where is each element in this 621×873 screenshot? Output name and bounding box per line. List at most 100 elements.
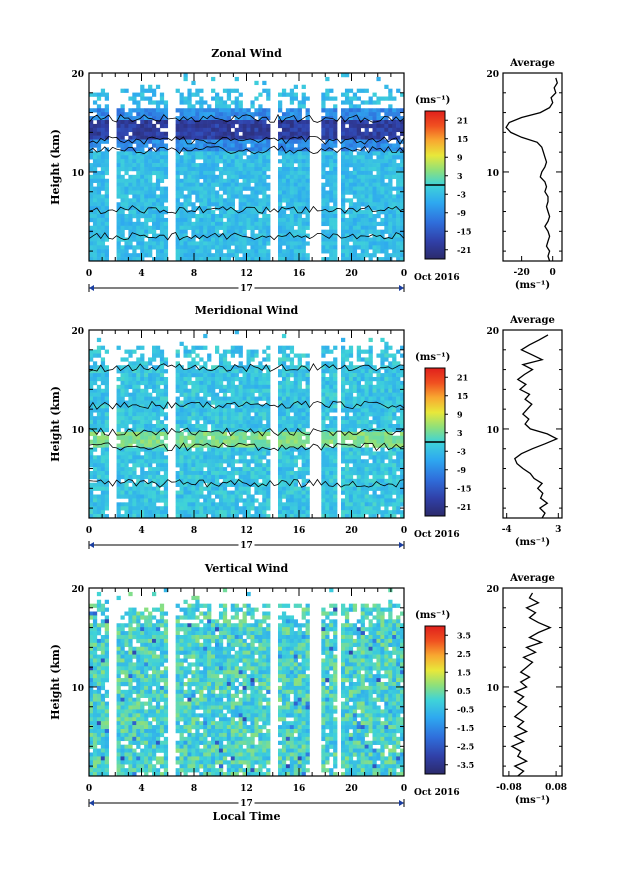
heatmap-cell	[100, 431, 106, 437]
heatmap-cell	[230, 178, 235, 183]
heatmap-cell	[120, 190, 125, 195]
heatmap-cell	[285, 392, 291, 397]
heatmap-cell	[179, 257, 184, 262]
heatmap-cell	[128, 198, 133, 203]
heatmap-cell	[226, 245, 232, 250]
heatmap-cell	[285, 427, 291, 433]
heatmap-cell	[329, 467, 334, 472]
heatmap-cell	[341, 202, 346, 207]
heatmap-cell	[144, 210, 149, 215]
heatmap-cell	[258, 455, 263, 460]
heatmap-cell	[195, 245, 200, 250]
heatmap-cell	[222, 190, 228, 195]
heatmap-cell	[250, 471, 255, 476]
heatmap-cell	[242, 135, 247, 140]
heatmap-cell	[234, 447, 239, 452]
heatmap-cell	[159, 112, 165, 117]
heatmap-cell	[100, 123, 106, 129]
heatmap-cell	[262, 202, 267, 207]
heatmap-cell	[329, 245, 334, 250]
heatmap-cell	[384, 174, 389, 180]
heatmap-cell	[234, 424, 239, 429]
heatmap-cell	[329, 478, 334, 484]
heatmap-cell	[218, 210, 224, 215]
heatmap-cell	[124, 467, 129, 472]
heatmap-cell	[132, 253, 137, 258]
date-label: Oct 2016	[414, 273, 460, 283]
heatmap-cell	[380, 467, 385, 472]
heatmap-cell	[372, 377, 377, 382]
heatmap-cell	[325, 392, 330, 397]
heatmap-cell	[191, 451, 196, 456]
heatmap-cell	[159, 206, 165, 211]
heatmap-cell	[285, 408, 291, 413]
heatmap-cell	[120, 143, 125, 148]
heatmap-cell	[199, 455, 204, 460]
heatmap-cell	[341, 459, 346, 464]
heatmap-cell	[211, 380, 216, 386]
heatmap-cell	[344, 167, 350, 172]
heatmap-cell	[116, 384, 121, 390]
heatmap-cell	[175, 217, 180, 223]
heatmap-cell	[376, 353, 381, 358]
heatmap-cell	[333, 167, 338, 172]
heatmap-cell	[368, 178, 373, 183]
heatmap-cell	[305, 210, 310, 215]
profile-line	[505, 77, 559, 262]
heatmap-cell	[348, 104, 354, 109]
heatmap-cell	[100, 408, 106, 413]
heatmap-cell	[163, 253, 169, 258]
heatmap-cell	[352, 202, 358, 207]
heatmap-cell	[195, 443, 200, 448]
heatmap-cell	[392, 123, 397, 129]
heatmap-cell	[388, 478, 393, 484]
heatmap-cell	[187, 369, 192, 374]
heatmap-cell	[218, 139, 224, 144]
heatmap-cell	[179, 225, 184, 230]
heatmap-cell	[96, 384, 102, 390]
heatmap-cell	[203, 257, 208, 262]
heatmap-cell	[187, 420, 192, 425]
heatmap-cell	[159, 463, 165, 468]
heatmap-cell	[250, 120, 255, 125]
heatmap-cell	[246, 249, 251, 254]
heatmap-cell	[380, 143, 385, 148]
heatmap-cell	[258, 225, 263, 230]
heatmap-cell	[96, 443, 102, 448]
heatmap-cell	[356, 112, 361, 117]
heatmap-cell	[348, 467, 354, 472]
heatmap-cell	[140, 369, 145, 374]
heatmap-cell	[384, 241, 389, 246]
heatmap-cell	[187, 400, 192, 405]
heatmap-cell	[364, 112, 369, 117]
heatmap-cell	[128, 455, 133, 460]
heatmap-cell	[372, 451, 377, 456]
heatmap-cell	[352, 377, 358, 382]
heatmap-cell	[348, 237, 354, 242]
heatmap-cell	[89, 408, 94, 413]
heatmap-cell	[356, 435, 361, 440]
heatmap-cell	[266, 225, 271, 230]
heatmap-cell	[305, 127, 310, 133]
heatmap-cell	[179, 108, 184, 113]
heatmap-cell	[195, 131, 200, 136]
heatmap-cell	[297, 471, 302, 476]
heatmap-cell	[372, 431, 377, 437]
heatmap-cell	[222, 167, 228, 172]
heatmap-cell	[258, 241, 263, 246]
heatmap-cell	[234, 400, 239, 405]
heatmap-cell	[132, 233, 137, 238]
heatmap-cell	[144, 471, 149, 476]
heatmap-cell	[136, 369, 141, 374]
heatmap-cell	[356, 108, 361, 113]
heatmap-cell	[329, 170, 334, 176]
heatmap-cell	[175, 139, 180, 144]
heatmap-cell	[250, 377, 255, 382]
heatmap-cell	[305, 404, 310, 409]
heatmap-cell	[356, 392, 361, 397]
heatmap-cell	[226, 416, 232, 421]
heatmap-cell	[155, 155, 161, 160]
heatmap-cell	[281, 396, 287, 401]
heatmap-cell	[120, 237, 125, 242]
heatmap-cell	[159, 404, 165, 409]
